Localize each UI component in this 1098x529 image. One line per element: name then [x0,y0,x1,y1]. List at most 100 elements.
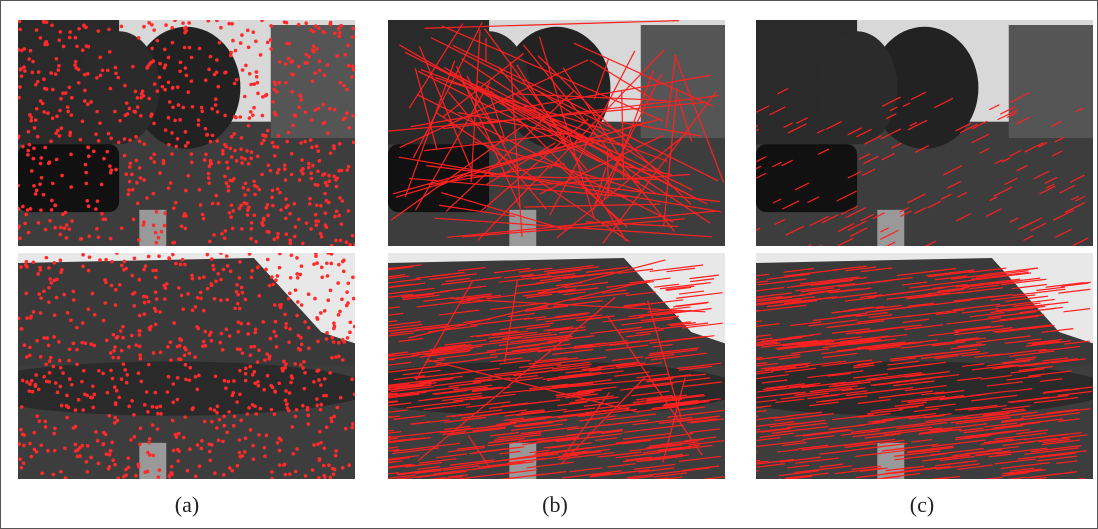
feature-point [49,356,53,360]
feature-point [249,110,253,114]
feature-point [203,330,207,334]
feature-point [67,359,71,363]
feature-point [55,158,59,162]
feature-point [27,130,31,134]
feature-point [115,336,119,340]
feature-point [76,448,80,452]
feature-point [130,173,134,177]
feature-point [346,281,350,285]
feature-point [31,157,35,161]
feature-point [132,218,136,222]
feature-point [191,105,195,109]
feature-point [125,381,129,385]
feature-point [157,475,161,479]
feature-point [284,399,288,403]
feature-point [332,147,336,151]
feature-point [39,443,43,447]
feature-point [261,320,265,324]
feature-point [287,131,291,135]
feature-point [158,171,162,175]
feature-point [61,371,65,375]
feature-point [299,141,303,145]
feature-point [341,466,345,470]
feature-point [146,451,150,455]
feature-point [252,180,256,184]
feature-point [301,242,305,246]
feature-point [81,444,85,448]
feature-point [230,469,234,473]
feature-point [65,416,69,420]
feature-point [58,30,62,34]
feature-point [322,474,326,478]
feature-point [222,424,226,428]
feature-point [287,341,291,345]
feature-point [146,410,150,414]
feature-point [35,28,39,32]
feature-point [190,273,194,277]
feature-point [288,327,292,331]
feature-point [106,391,110,395]
feature-point [163,66,167,70]
feature-point [216,404,220,408]
feature-point [350,377,354,381]
feature-point [31,71,35,75]
feature-point [321,173,325,177]
feature-point [150,47,154,51]
feature-point [83,393,87,397]
feature-point [240,33,244,37]
feature-point [91,292,95,296]
feature-point [341,358,345,362]
feature-point [119,329,123,333]
feature-point [325,199,329,203]
feature-point [256,360,260,364]
feature-point [39,208,43,212]
feature-point [115,389,119,393]
feature-point [149,156,153,160]
feature-point [259,407,263,411]
feature-point [72,342,76,346]
feature-point [278,266,282,270]
feature-point [139,96,143,100]
feature-point [225,254,229,258]
feature-point [177,286,181,290]
feature-point [164,23,168,27]
feature-point [25,316,29,320]
feature-point [146,65,150,69]
feature-point [238,348,242,352]
feature-point [256,81,260,85]
feature-point [227,189,231,193]
feature-point [351,27,355,31]
feature-point [330,356,334,360]
feature-point [60,174,64,178]
feature-point [230,203,234,207]
feature-point [51,182,55,186]
feature-point [297,347,301,351]
feature-point [143,301,147,305]
feature-point [202,309,206,313]
feature-point [197,374,201,378]
feature-point [330,336,334,340]
feature-point [284,62,288,66]
feature-point [74,36,78,40]
feature-point [45,380,49,384]
feature-point [127,345,131,349]
feature-point [55,114,59,118]
feature-point [167,256,171,260]
feature-point [313,71,317,75]
feature-point [221,152,225,156]
figure: (a) (b) (c) [0,0,1098,529]
feature-point [85,470,89,474]
feature-point [152,223,156,227]
feature-point [241,68,245,72]
feature-point [195,388,199,392]
feature-point [190,79,194,83]
feature-point [193,355,197,359]
feature-point [235,159,239,163]
feature-point [327,179,331,183]
feature-point [111,377,115,381]
feature-point [171,253,175,257]
feature-point [249,354,253,358]
feature-point [241,291,245,295]
feature-point [230,155,234,159]
feature-point [156,427,160,431]
